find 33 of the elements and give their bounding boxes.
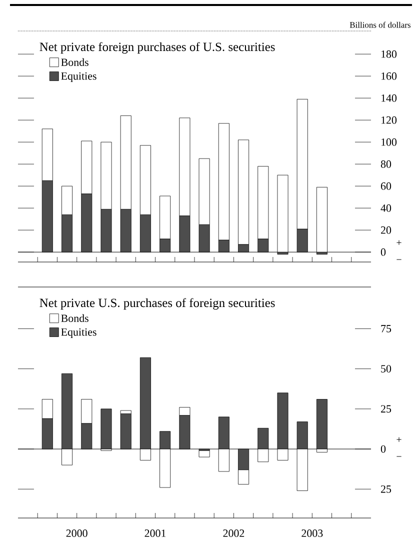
- y-tick-label: 20: [381, 226, 392, 234]
- y-tick-label: 180: [381, 50, 397, 58]
- y-tick-label: 50: [381, 365, 392, 373]
- y-tick-label: 40: [380, 204, 392, 212]
- y-tick-label: 140: [381, 94, 397, 102]
- x-tick-label: 2000: [66, 530, 88, 537]
- y-tick-label: 0: [380, 445, 386, 453]
- bar: [198, 450, 210, 458]
- legend-label: Equities: [61, 72, 96, 82]
- y-tick-label: 120: [381, 116, 397, 124]
- text: Net private foreign purchases of U.S. securities: [40, 42, 275, 54]
- y-tick-label: 0: [380, 248, 386, 256]
- y-axis-title: Billions of dollars: [350, 22, 410, 28]
- text: +: [396, 437, 402, 442]
- text: Net private U.S. purchases of foreign securities: [40, 298, 275, 310]
- y-tick-label: 160: [381, 72, 397, 80]
- bar: [316, 399, 328, 450]
- legend-label: Equities: [61, 328, 96, 338]
- x-tick-label: 2001: [144, 530, 166, 537]
- y-tick-label: 75: [381, 325, 392, 332]
- y-tick-label: 80: [380, 160, 392, 168]
- y-tick-label: 60: [380, 182, 392, 190]
- text: −: [396, 456, 402, 457]
- bar: [100, 408, 112, 450]
- x-tick-label: 2002: [223, 530, 244, 537]
- text: −: [396, 259, 402, 260]
- y-tick-label: 100: [381, 138, 397, 146]
- legend-label: Bonds: [61, 58, 88, 66]
- x-tick-label: 2003: [302, 530, 323, 537]
- text: +: [396, 240, 402, 245]
- y-tick-label: 25: [381, 405, 392, 413]
- y-tick-label: 25: [381, 485, 392, 493]
- legend-label: Bonds: [61, 314, 88, 322]
